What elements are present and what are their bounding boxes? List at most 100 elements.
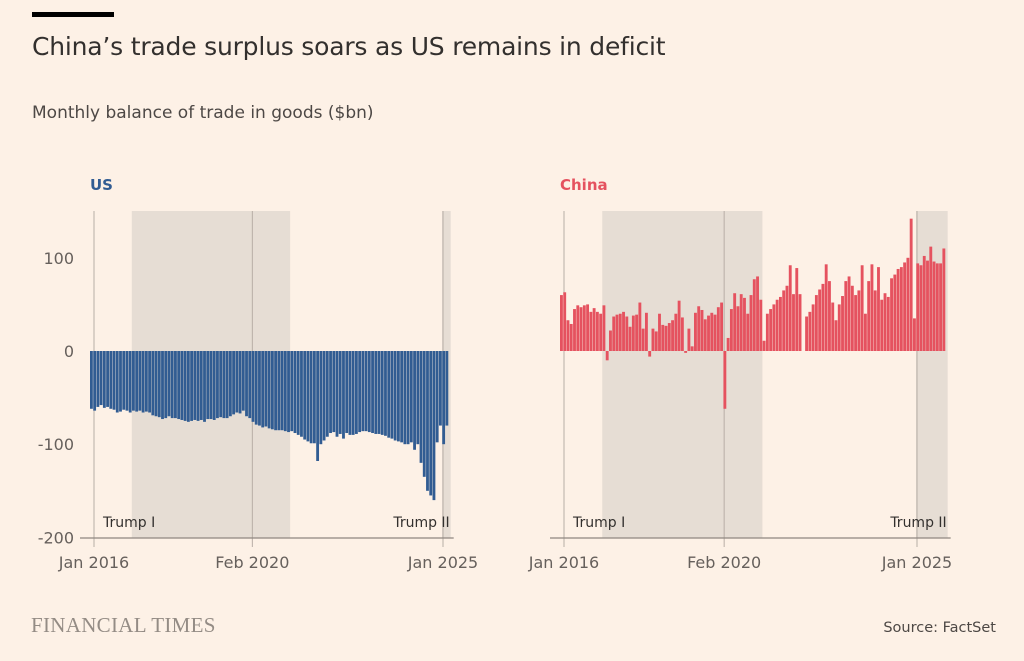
bar <box>844 281 848 351</box>
trump-i-label: Trump I <box>572 515 625 531</box>
x-tick-label: Feb 2020 <box>215 553 289 572</box>
bar <box>638 302 642 351</box>
bar <box>125 351 129 411</box>
bar <box>274 351 278 431</box>
bar <box>439 351 442 426</box>
bar <box>400 351 404 443</box>
bar <box>808 311 812 351</box>
bar <box>306 351 310 442</box>
bar <box>419 351 423 463</box>
bar <box>167 351 171 417</box>
bar <box>348 351 352 435</box>
bar <box>743 297 746 351</box>
bar <box>177 351 181 420</box>
bar <box>929 246 933 351</box>
bar <box>667 323 671 351</box>
bar <box>102 351 106 408</box>
bar <box>216 351 219 419</box>
bar <box>96 351 100 407</box>
bar <box>618 313 622 351</box>
bar <box>752 279 756 351</box>
bar <box>684 351 688 353</box>
bar <box>183 351 187 421</box>
bar <box>586 304 590 351</box>
bar <box>867 281 871 351</box>
bar <box>762 340 766 351</box>
bar <box>251 351 255 422</box>
bar <box>109 351 113 409</box>
bar <box>831 302 835 351</box>
bar <box>432 351 436 501</box>
bar <box>180 351 184 420</box>
bar <box>566 320 570 351</box>
bar <box>625 316 629 351</box>
bar <box>759 299 763 351</box>
bar <box>267 351 271 429</box>
bar <box>293 351 297 434</box>
bar <box>329 351 332 434</box>
bar <box>622 311 625 351</box>
bar <box>821 283 825 351</box>
bar <box>170 351 174 419</box>
bar <box>225 351 229 419</box>
y-tick-label: 0 <box>64 342 74 361</box>
bar <box>932 261 936 351</box>
bar <box>814 295 818 351</box>
bar <box>332 351 336 433</box>
bar <box>445 351 449 426</box>
bar <box>416 351 420 445</box>
bar <box>361 351 365 432</box>
bar <box>877 267 880 351</box>
bar <box>90 351 93 409</box>
bar <box>890 278 893 351</box>
bar <box>154 351 158 417</box>
bar <box>245 351 248 417</box>
bar <box>579 307 583 351</box>
bar <box>674 313 678 351</box>
bar <box>235 351 239 413</box>
trump-ii-label: Trump II <box>392 515 449 531</box>
bar <box>818 289 822 351</box>
bar <box>300 351 303 437</box>
bar <box>916 263 920 351</box>
bar <box>135 351 139 412</box>
bar <box>609 330 612 351</box>
bar <box>157 351 161 418</box>
bar <box>141 351 145 413</box>
bar <box>922 255 926 351</box>
bar <box>303 351 307 440</box>
bar <box>690 346 694 351</box>
bar <box>913 318 916 351</box>
bar <box>576 305 580 351</box>
bar <box>203 351 206 422</box>
china-bars <box>560 218 946 409</box>
bar <box>883 293 887 351</box>
bar <box>782 290 786 351</box>
china-panel: China Jan 2016 Feb 2020 Jan 2025 Trump I… <box>528 176 952 572</box>
bar <box>280 351 284 431</box>
bar <box>775 299 779 351</box>
ft-logo: FINANCIAL TIMES <box>31 613 216 637</box>
bar <box>193 351 197 420</box>
bar <box>857 290 861 351</box>
bar <box>658 313 661 351</box>
bar <box>595 311 599 351</box>
bar <box>380 351 384 435</box>
bar <box>196 351 200 421</box>
bar <box>893 274 897 351</box>
bar <box>919 265 923 351</box>
bar <box>309 351 313 444</box>
bar <box>680 317 684 351</box>
x-tick-label: Jan 2025 <box>881 553 952 572</box>
bar <box>870 264 874 351</box>
bar <box>873 290 877 351</box>
bar <box>148 351 151 413</box>
bar <box>644 312 648 351</box>
bar <box>296 351 300 435</box>
bar <box>795 268 799 351</box>
bar <box>785 285 789 351</box>
bar <box>270 351 274 430</box>
trump-i-shading <box>602 211 763 538</box>
bar <box>769 309 773 351</box>
trump-i-label: Trump I <box>102 515 155 531</box>
